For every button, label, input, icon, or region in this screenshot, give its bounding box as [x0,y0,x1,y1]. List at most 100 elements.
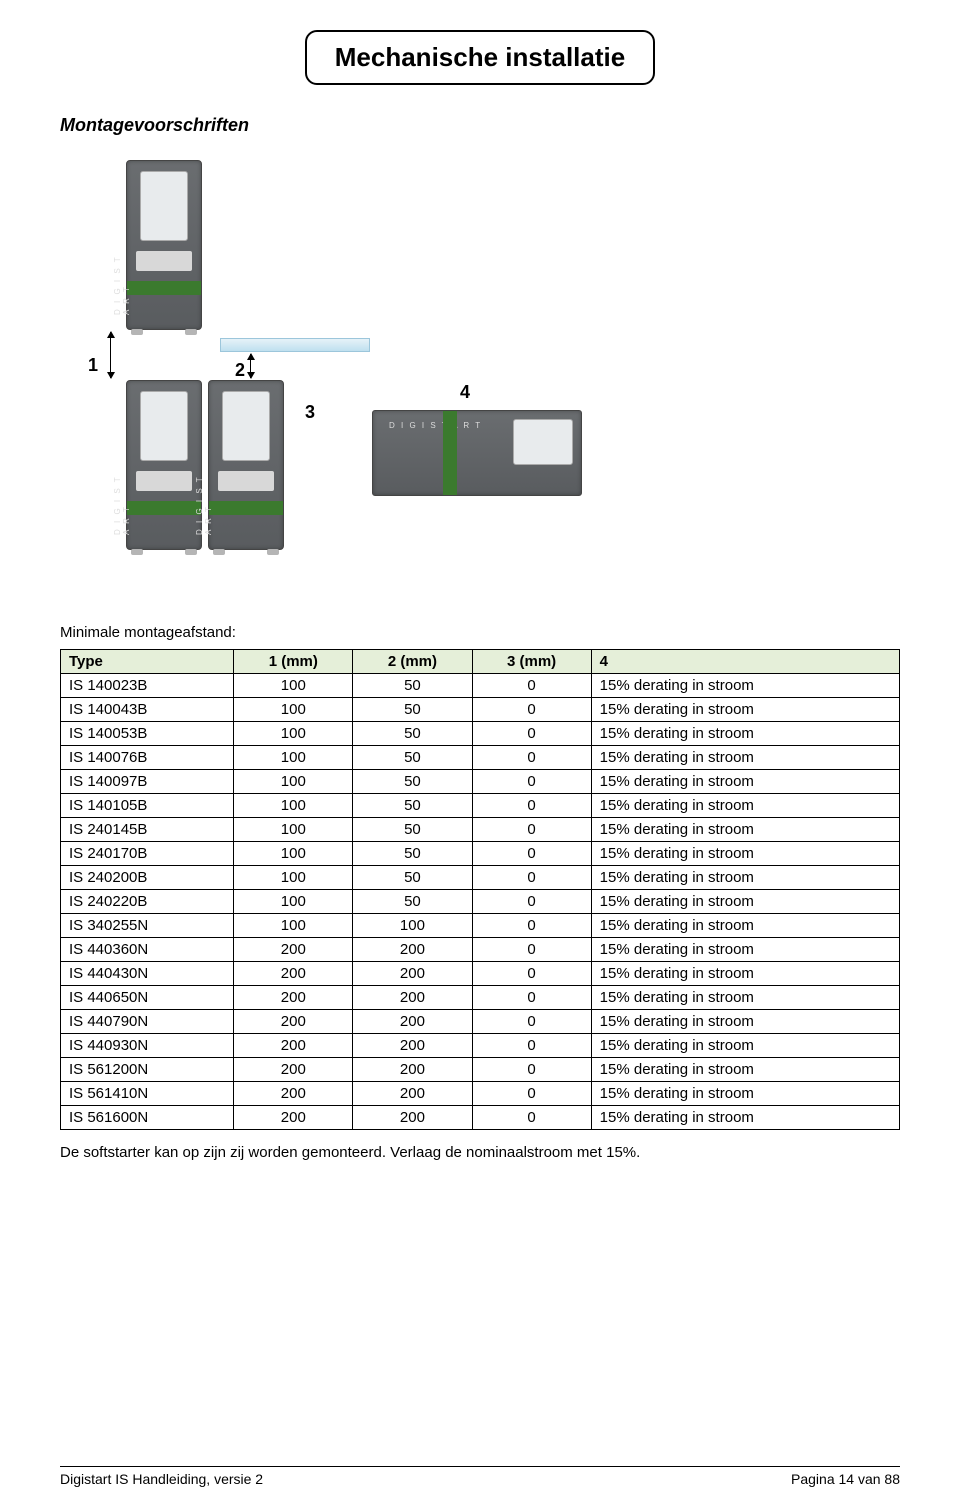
table-cell: 15% derating in stroom [591,1034,899,1058]
table-cell: 15% derating in stroom [591,866,899,890]
table-cell: 100 [234,866,353,890]
table-cell: 200 [353,962,472,986]
table-cell: 15% derating in stroom [591,1106,899,1130]
table-row: IS 240220B10050015% derating in stroom [61,890,900,914]
table-cell: 15% derating in stroom [591,698,899,722]
table-row: IS 561600N200200015% derating in stroom [61,1106,900,1130]
table-cell: 100 [234,842,353,866]
table-cell: 50 [353,746,472,770]
table-cell: 100 [234,818,353,842]
page-footer: Digistart IS Handleiding, versie 2 Pagin… [60,1466,900,1487]
table-cell: 0 [472,1010,591,1034]
table-body: IS 140023B10050015% derating in stroomIS… [61,674,900,1130]
table-row: IS 440930N200200015% derating in stroom [61,1034,900,1058]
title-container: Mechanische installatie [60,30,900,115]
diagram-label-2: 2 [235,360,245,381]
table-row: IS 240145B10050015% derating in stroom [61,818,900,842]
table-cell: 0 [472,1058,591,1082]
table-header-cell: 2 (mm) [353,650,472,674]
table-cell: 0 [472,1106,591,1130]
table-cell: 0 [472,818,591,842]
table-cell: 200 [353,1058,472,1082]
table-row: IS 140043B10050015% derating in stroom [61,698,900,722]
table-row: IS 440430N200200015% derating in stroom [61,962,900,986]
device-brand-text: D I G I S T A R T [195,465,213,535]
table-caption: Minimale montageafstand: [60,624,900,641]
table-cell: 100 [234,698,353,722]
table-cell: 100 [234,914,353,938]
table-cell: IS 240220B [61,890,234,914]
table-row: IS 340255N100100015% derating in stroom [61,914,900,938]
table-cell: 0 [472,842,591,866]
table-cell: 100 [234,746,353,770]
table-cell: 0 [472,866,591,890]
table-cell: 0 [472,770,591,794]
device-brand-text: D I G I S T A R T [113,245,131,315]
table-cell: 0 [472,722,591,746]
table-cell: 200 [234,962,353,986]
diagram-label-4: 4 [460,382,470,403]
table-cell: 50 [353,890,472,914]
table-cell: 200 [353,1082,472,1106]
table-row: IS 140053B10050015% derating in stroom [61,722,900,746]
clearance-table: Type1 (mm)2 (mm)3 (mm)4 IS 140023B100500… [60,649,900,1130]
table-header-cell: 4 [591,650,899,674]
table-cell: IS 440790N [61,1010,234,1034]
table-cell: IS 340255N [61,914,234,938]
table-cell: 15% derating in stroom [591,890,899,914]
table-cell: 200 [353,986,472,1010]
table-cell: 50 [353,770,472,794]
table-cell: IS 240170B [61,842,234,866]
table-cell: 15% derating in stroom [591,722,899,746]
table-cell: 50 [353,794,472,818]
table-cell: IS 240145B [61,818,234,842]
table-cell: 15% derating in stroom [591,962,899,986]
table-row: IS 140023B10050015% derating in stroom [61,674,900,698]
arrow-clearance-2 [250,354,251,378]
table-cell: 15% derating in stroom [591,746,899,770]
table-cell: IS 561410N [61,1082,234,1106]
table-cell: 0 [472,1082,591,1106]
device-bottom-left: D I G I S T A R T [126,380,202,550]
table-cell: IS 440360N [61,938,234,962]
table-cell: 50 [353,818,472,842]
device-brand-text: D I G I S T A R T [389,421,482,430]
table-cell: 15% derating in stroom [591,914,899,938]
title-box: Mechanische installatie [305,30,655,85]
table-cell: 15% derating in stroom [591,842,899,866]
table-cell: IS 140076B [61,746,234,770]
table-header-cell: 3 (mm) [472,650,591,674]
table-header-cell: 1 (mm) [234,650,353,674]
table-row: IS 240170B10050015% derating in stroom [61,842,900,866]
table-cell: 0 [472,962,591,986]
table-row: IS 240200B10050015% derating in stroom [61,866,900,890]
device-brand-text: D I G I S T A R T [113,465,131,535]
table-cell: 0 [472,1034,591,1058]
table-cell: 15% derating in stroom [591,1010,899,1034]
arrow-clearance-1 [110,332,111,378]
page-title: Mechanische installatie [335,42,625,72]
table-cell: 50 [353,842,472,866]
table-cell: 200 [234,938,353,962]
table-cell: 100 [234,674,353,698]
table-cell: 50 [353,866,472,890]
table-row: IS 140097B10050015% derating in stroom [61,770,900,794]
table-row: IS 140105B10050015% derating in stroom [61,794,900,818]
table-cell: 15% derating in stroom [591,986,899,1010]
device-top: D I G I S T A R T [126,160,202,330]
table-cell: 200 [353,1034,472,1058]
table-cell: 15% derating in stroom [591,794,899,818]
table-cell: IS 140043B [61,698,234,722]
table-row: IS 140076B10050015% derating in stroom [61,746,900,770]
table-cell: IS 561600N [61,1106,234,1130]
table-cell: IS 140097B [61,770,234,794]
table-cell: 15% derating in stroom [591,938,899,962]
table-cell: 0 [472,674,591,698]
table-row: IS 440790N200200015% derating in stroom [61,1010,900,1034]
table-cell: 15% derating in stroom [591,1082,899,1106]
table-cell: 200 [234,1106,353,1130]
diagram-label-3: 3 [305,402,315,423]
table-row: IS 440650N200200015% derating in stroom [61,986,900,1010]
device-horizontal: D I G I S T A R T [372,410,582,496]
table-cell: IS 440930N [61,1034,234,1058]
